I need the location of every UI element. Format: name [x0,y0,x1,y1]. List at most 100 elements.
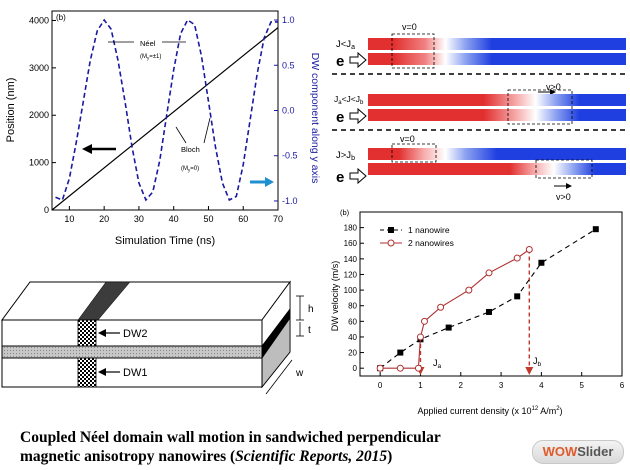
y2-tick-label: 0.5 [282,60,295,70]
tick-group: 10 20 30 40 50 60 70 0 1000 2000 3000 4000 -1.0 -0.5 0… [29,15,298,224]
two-nanowires-point [485,269,493,277]
one-nanowire-point [485,308,492,315]
dw1-label: DW1 [123,367,147,379]
dw2-block [77,319,97,347]
row3-v-label: v>0 [556,192,571,202]
two-nanowires-point [416,333,424,341]
legend-label-1: 1 nanowire [408,225,450,235]
position-chart: (b) 10 20 30 40 50 60 70 0 1000 2000 3000 4000 -1.0 -… [5,10,321,247]
wire-bottom [368,163,626,175]
badge-text-1: WOW [542,444,578,459]
badge-text-2: Slider [577,444,614,459]
y2-tick-label: 1.0 [282,15,295,25]
two-nanowires-point [414,364,422,372]
spacer-layer [1,345,263,359]
ja-label: Ja [433,358,442,370]
dw-box [535,159,593,179]
jb-arrowhead [525,367,534,375]
y-tick-label: 2000 [29,110,49,120]
sandwich-diagram: DW2 DW1 h t w [1,280,314,395]
two-nanowires-point [465,286,473,294]
current-arrow [349,167,367,185]
figure-caption: Coupled Néel domain wall motion in sandw… [20,428,620,466]
y-tick-label: 120 [344,270,358,279]
x-axis-title: Simulation Time (ns) [115,235,215,247]
e-label: e [336,169,344,186]
one-nanowire-point [397,349,404,356]
x-tick-label: 5 [579,381,584,390]
x-tick-label: 6 [620,381,625,390]
bloch-pointer [175,126,187,144]
y-tick-label: 4000 [29,15,49,25]
two-nanowires-point [437,303,445,311]
dim-t: t [308,325,311,336]
y2-axis-title: DW component along y axis [309,53,321,184]
wire-top [368,38,626,50]
one-nanowire-line [379,228,597,369]
plot-frame [359,211,623,377]
x-tick-label: 70 [273,214,283,224]
x-tick-label: 10 [64,214,74,224]
e-label: e [336,53,344,70]
y-tick-label: 40 [348,333,357,342]
wire-bottom [368,53,626,65]
one-nanowire-point [514,293,521,300]
panel-label: (b) [340,208,350,217]
y-tick-label: 1000 [29,158,49,168]
x-tick-label: 20 [99,214,109,224]
neel-sub: (My=±1) [140,54,161,61]
one-nanowire-point [538,259,545,266]
dim-h: h [308,304,314,315]
caption-line-2: magnetic anisotropy nanowires (Scientifi… [20,448,393,465]
dim-w: w [295,368,304,379]
position-series-line [51,27,279,211]
dw-component-series-line [55,18,278,202]
bottom-layer [1,357,263,388]
neel-label: Néel [140,39,156,48]
x-axis-title: Applied current density (x 1012 A/m2) [417,406,562,416]
two-nanowires-point [525,245,533,253]
right-axis-arrow [250,177,274,187]
dw-box [507,89,573,125]
e-label: e [336,109,344,126]
legend: 1 nanowire 2 nanowires [380,225,454,248]
row2-j-label: Ja<J<Jb [334,94,364,106]
dw-box [391,143,437,163]
current-arrow [349,107,367,125]
y-axis-title: DW velocity (m/s) [330,261,340,332]
y-tick-label: 100 [344,286,358,295]
dw-box [391,33,435,69]
y-tick-label: 180 [344,224,358,233]
wowslider-badge[interactable]: WOWSlider [532,440,624,464]
two-nanowires-point [420,317,428,325]
caption-line-1: Coupled Néel domain wall motion in sandw… [20,429,441,446]
y2-tick-label: 0.0 [282,106,295,116]
y2-tick-label: -1.0 [282,196,298,206]
x-tick-label: 0 [378,381,383,390]
row3-j-label: J>Jb [336,150,355,162]
current-arrow [349,51,367,69]
series-group [376,226,599,372]
dw1-block [77,357,97,388]
two-nanowires-point [396,364,404,372]
left-axis-arrow [82,144,116,154]
dw2-label: DW2 [123,328,147,340]
y2-tick-label: -0.5 [282,151,298,161]
y-tick-label: 80 [348,302,357,311]
legend-marker-1 [388,227,394,233]
one-nanowire-point [445,324,452,331]
x-tick-label: 3 [499,381,504,390]
x-tick-label: 30 [134,214,144,224]
bloch-pointer [203,117,211,144]
y-tick-label: 0 [353,364,358,373]
bloch-sub: (My=0) [181,166,199,173]
y-tick-label: 3000 [29,63,49,73]
jb-label: Jb [533,356,542,368]
wire-bottom [368,109,626,121]
x-tick-label: 60 [238,214,248,224]
y-tick-label: 140 [344,255,358,264]
two-nanowires-point [513,254,521,262]
legend-marker-2 [387,239,395,247]
